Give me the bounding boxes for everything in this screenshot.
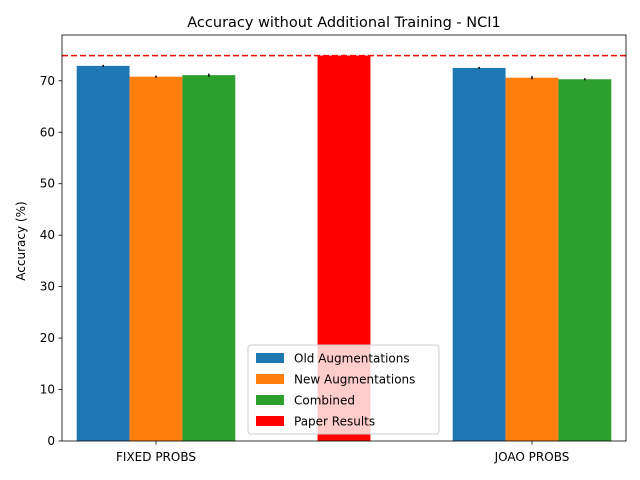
plot-area: 0 10 20 30 40 50 60 70 FIXED PROBS JOAO PROBS: [40, 34, 627, 464]
legend-swatch: [256, 374, 284, 384]
bar: [182, 75, 236, 442]
legend-box: [247, 344, 440, 435]
y-tick-label: 40: [40, 228, 55, 242]
legend-label: Combined: [294, 394, 355, 408]
legend-label: Old Augmentations: [294, 352, 410, 366]
bar: [76, 65, 130, 442]
axes-frame: [61, 34, 627, 442]
x-tick-label: JOAO PROBS: [494, 450, 570, 464]
legend-label: New Augmentations: [294, 373, 415, 387]
bar: [558, 79, 612, 442]
y-axis-label: Accuracy (%): [14, 201, 28, 280]
y-tick-label: 20: [40, 331, 55, 345]
bar: [505, 77, 559, 441]
bar: [452, 67, 506, 441]
legend-swatch: [256, 395, 284, 405]
chart-title: Accuracy without Additional Training - N…: [187, 15, 500, 31]
x-tick-label: FIXED PROBS: [116, 450, 196, 464]
y-tick-label: 70: [40, 74, 55, 88]
y-tick-label: 30: [40, 280, 55, 294]
y-tick-label: 10: [40, 383, 55, 397]
y-tick-label: 50: [40, 177, 55, 191]
bar: [129, 76, 183, 442]
y-tick-label: 60: [40, 125, 55, 139]
legend-swatch: [256, 416, 284, 426]
legend-swatch: [256, 353, 284, 363]
legend-label: Paper Results: [294, 415, 375, 429]
legend: Old Augmentations New Augmentations Combin…: [247, 344, 440, 435]
y-tick-label: 0: [47, 434, 55, 448]
